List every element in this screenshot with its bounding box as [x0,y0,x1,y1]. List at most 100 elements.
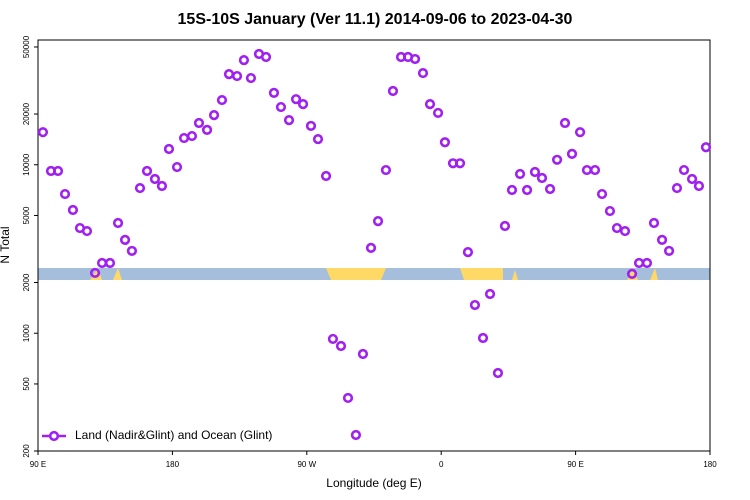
x-tick-label: 0 [439,460,444,469]
data-point [193,117,205,129]
data-point [342,392,354,404]
data-point [52,165,64,177]
x-tick-label: 180 [166,460,180,469]
data-point [216,94,228,106]
data-point [589,164,601,176]
data-point [37,127,49,138]
data-point [663,245,675,257]
land-patch [326,268,386,280]
data-point [327,333,339,345]
data-point [641,257,653,269]
data-point [156,180,168,192]
y-tick-label: 1000 [22,324,31,342]
data-point [231,70,243,82]
data-point [604,205,616,217]
data-point [484,288,496,300]
x-tick-label: 180 [703,460,717,469]
land-patch [460,268,503,280]
data-point [417,67,429,79]
x-tick-label: 90 W [297,460,316,469]
data-point [648,217,660,229]
data-point [387,85,399,97]
data-point [611,222,623,234]
data-point [469,299,481,311]
data-point [551,154,563,165]
data-point [283,115,295,126]
y-tick-label: 200 [22,444,31,458]
data-point [499,220,511,232]
data-point [544,183,556,195]
data-point [626,268,638,279]
legend-label: Land (Nadir&Glint) and Ocean (Glint) [75,428,272,442]
data-point [59,188,71,200]
data-point [678,164,690,176]
data-point [335,340,347,352]
data-point [365,242,377,253]
y-tick-label: 5000 [22,206,31,224]
data-point [171,161,183,173]
data-point [126,245,138,257]
data-point [119,234,131,246]
data-point [81,225,93,237]
data-point [320,170,332,182]
data-point [529,166,541,178]
data-point [89,267,101,279]
data-point [693,180,705,192]
data-point [686,173,698,185]
data-point [536,172,548,184]
y-tick-label: 500 [22,377,31,391]
data-point [260,51,272,63]
data-point [596,188,608,200]
data-point [454,158,466,169]
data-point [514,168,526,180]
data-point [297,99,309,110]
data-point [462,247,474,258]
data-point [424,99,436,110]
data-point [104,257,116,269]
data-point [201,124,213,135]
data-point [671,182,683,194]
data-point [492,367,504,379]
data-point [656,234,668,246]
data-point [141,165,153,177]
chart-title: 15S-10S January (Ver 11.1) 2014-09-06 to… [178,11,573,28]
data-point [432,107,444,119]
data-point [521,184,533,196]
data-point [312,133,324,145]
y-tick-label: 10000 [22,153,31,176]
data-point [439,137,451,148]
plot-frame [37,39,711,452]
data-point [506,184,518,196]
data-point [290,94,302,105]
data-point [559,117,571,129]
land-patch [650,268,658,280]
y-axis-label: N Total [0,226,12,263]
data-point [245,72,257,84]
land-patch [512,270,518,280]
y-tick-label: 2000 [22,273,31,291]
data-point [372,215,384,227]
x-tick-label: 90 E [30,460,46,469]
data-point [112,217,124,229]
data-point [208,110,220,121]
data-point [186,130,198,142]
data-point [275,101,287,113]
y-tick-label: 50000 [22,35,31,58]
data-point [409,53,421,65]
y-tick-label: 20000 [22,102,31,125]
data-point [566,148,578,159]
data-point [238,54,250,66]
data-point [305,120,317,132]
data-point [619,225,631,237]
data-point [700,142,712,153]
data-point [67,204,79,216]
data-point [477,332,489,344]
land-ocean-strip [38,268,710,280]
data-point [163,143,175,155]
legend-marker [48,430,60,442]
x-axis-label: Longitude (deg E) [326,476,421,490]
data-point [380,164,392,176]
data-point [357,348,369,360]
land-patch [113,268,122,280]
